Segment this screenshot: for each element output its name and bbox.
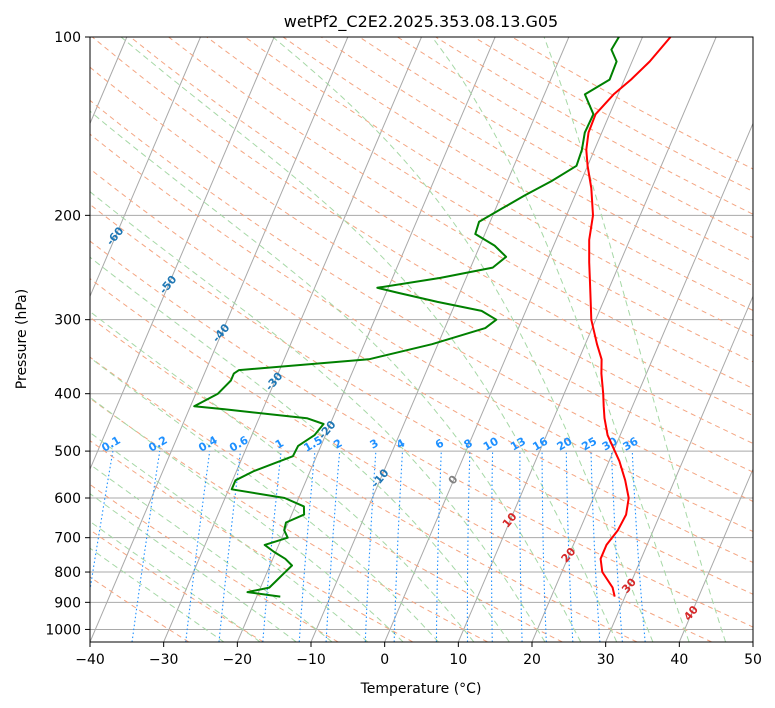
isotherm-line: [605, 295, 753, 642]
dry-adiabat-line: [90, 483, 339, 642]
moist-adiabat-line: [431, 37, 690, 642]
mixing-ratio-line: [298, 451, 316, 642]
plot-background: [90, 37, 753, 642]
y-tick-label: 800: [54, 565, 81, 581]
x-tick-label: 20: [523, 652, 541, 668]
x-axis-title: Temperature (°C): [360, 681, 482, 697]
mixing-ratio-line: [218, 451, 242, 642]
dry-adiabat-line: [90, 203, 753, 595]
plot-frame: [89, 36, 754, 643]
moist-adiabat-line: [272, 37, 654, 642]
mixing-ratio-line: [631, 451, 646, 642]
isotherm-line: [457, 37, 717, 642]
y-tick-label: 600: [54, 491, 81, 507]
y-tick-label: 900: [54, 595, 81, 611]
isotherm-line: [163, 37, 422, 642]
mixing-ratio-line: [131, 451, 161, 642]
isotherm-line: [90, 37, 349, 642]
y-axis-title: Pressure (hPa): [14, 289, 30, 389]
dry-adiabat-line: [90, 440, 414, 642]
dry-adiabat-line: [90, 66, 753, 473]
y-tick-label: 700: [54, 531, 81, 547]
moist-adiabat-line: [90, 431, 369, 642]
x-tick-label: 30: [597, 652, 615, 668]
mixing-ratio-line: [185, 451, 211, 642]
isotherm-line: [678, 467, 753, 642]
y-tick-label: 1000: [45, 622, 81, 638]
x-tick-label: 50: [744, 652, 762, 668]
x-tick-label: −10: [296, 652, 326, 668]
x-tick-label: −30: [149, 652, 179, 668]
dewpoint-line: [193, 37, 620, 598]
moist-adiabat-line: [90, 547, 225, 642]
moist-adiabat-line: [543, 37, 727, 642]
x-tick-label: 0: [380, 652, 389, 668]
moist-adiabat-line: [90, 520, 261, 642]
y-tick-label: 100: [54, 30, 81, 46]
isotherm-line: [236, 37, 496, 642]
x-tick-label: −20: [223, 652, 253, 668]
moist-adiabat-line: [90, 256, 510, 642]
mixing-ratio-line: [262, 451, 282, 642]
isotherm-line: [90, 37, 201, 298]
profile-lines: [193, 37, 672, 598]
dry-adiabat-line: [282, 37, 753, 312]
y-tick-label: 200: [54, 208, 81, 224]
moist-adiabat-line: [90, 493, 297, 642]
dry-adiabat-line: [130, 37, 753, 417]
dry-adiabat-line: [90, 356, 563, 642]
isotherm-line: [531, 122, 753, 642]
background-lines: [90, 37, 753, 642]
moist-adiabat-line: [90, 310, 475, 642]
dry-adiabat-line: [90, 133, 753, 533]
isotherm-line: [90, 37, 275, 471]
moist-adiabat-line: [90, 463, 333, 642]
isotherm-line: [384, 37, 643, 642]
dry-adiabat-line: [90, 240, 753, 628]
moist-adiabat-line: [90, 396, 404, 642]
y-axis: 100 200 300 400 500 600 700 800 900 1000: [45, 30, 90, 638]
x-tick-label: 10: [449, 652, 467, 668]
chart-title: wetPf2_C2E2.2025.353.08.13.G05: [284, 12, 558, 32]
x-axis: −40 −30 −20 −10 0 10 20 30 40 50: [75, 642, 762, 668]
x-tick-label: 40: [670, 652, 688, 668]
moist-adiabat-line: [90, 356, 439, 642]
mixing-ratio-line: [90, 451, 114, 594]
x-tick-label: −40: [75, 652, 105, 668]
y-tick-label: 400: [54, 387, 81, 403]
dry-adiabat-line: [206, 37, 753, 363]
temperature-line: [585, 37, 672, 597]
y-tick-label: 300: [54, 313, 81, 329]
moist-adiabat-line: [120, 37, 618, 642]
dry-adiabat-line: [90, 397, 488, 642]
y-tick-label: 500: [54, 444, 81, 460]
dry-adiabat-line: [90, 168, 753, 563]
